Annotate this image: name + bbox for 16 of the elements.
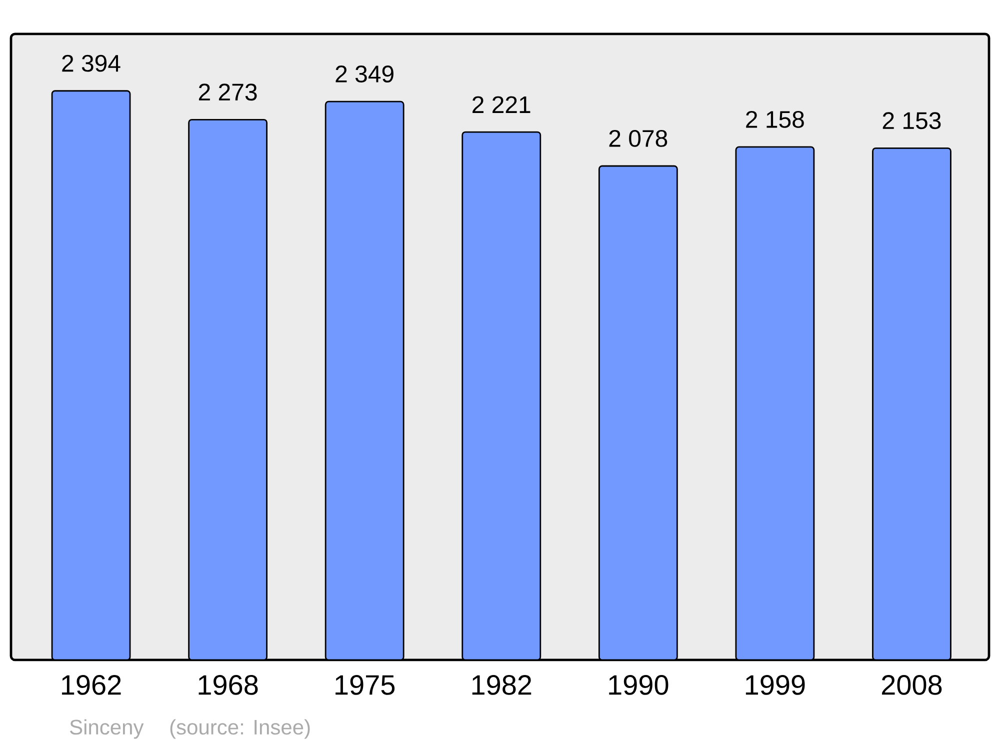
x-tick-label: 1982 [472, 675, 532, 695]
text: Sinceny [70, 719, 144, 739]
text: (source: Insee) [170, 719, 310, 739]
x-tick-label: 1999 [746, 675, 805, 695]
data-label: 2 349 [336, 66, 394, 83]
data-label: 2 078 [609, 130, 668, 147]
x-tick-label: 1968 [198, 675, 258, 695]
x-tick-label: 1962 [62, 675, 121, 695]
x-tick-label: 1975 [336, 675, 395, 695]
data-label: 2 158 [746, 110, 804, 128]
data-label: 2 153 [882, 112, 941, 130]
data-label: 2 221 [472, 96, 530, 113]
x-tick-label: 2008 [882, 675, 942, 695]
x-tick-label: 1990 [609, 675, 668, 695]
data-label: 2 394 [62, 54, 120, 72]
data-label: 2 273 [198, 84, 257, 101]
